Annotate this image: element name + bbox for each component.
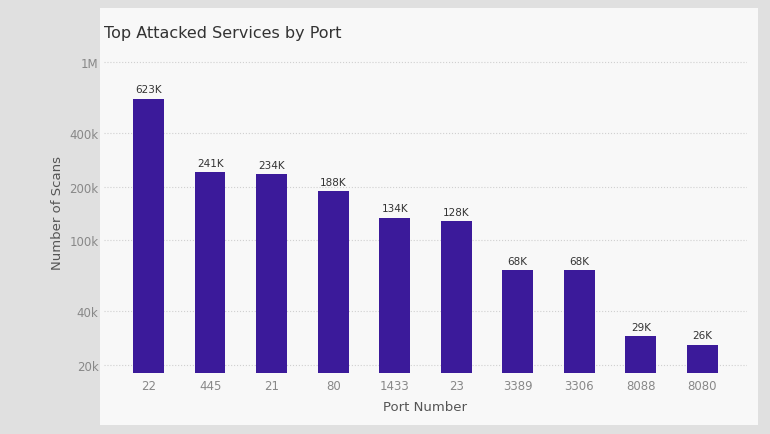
- Text: 134K: 134K: [381, 204, 408, 214]
- Bar: [564, 270, 594, 434]
- Bar: [502, 270, 533, 434]
- Bar: [440, 222, 471, 434]
- Text: 68K: 68K: [569, 256, 589, 266]
- Bar: [133, 99, 164, 434]
- Text: 188K: 188K: [320, 178, 347, 187]
- Bar: [195, 173, 226, 434]
- Bar: [318, 192, 349, 434]
- Y-axis label: Number of Scans: Number of Scans: [51, 156, 64, 270]
- Text: 128K: 128K: [443, 207, 470, 217]
- Text: 241K: 241K: [197, 158, 223, 168]
- Bar: [256, 175, 287, 434]
- Text: Top Attacked Services by Port: Top Attacked Services by Port: [104, 26, 341, 41]
- Bar: [625, 336, 656, 434]
- Text: 26K: 26K: [692, 330, 712, 340]
- Text: 68K: 68K: [507, 256, 527, 266]
- Text: 29K: 29K: [631, 322, 651, 332]
- Text: 623K: 623K: [136, 85, 162, 95]
- Text: 234K: 234K: [258, 161, 285, 171]
- X-axis label: Port Number: Port Number: [383, 400, 467, 413]
- Bar: [687, 345, 718, 434]
- Bar: [380, 218, 410, 434]
